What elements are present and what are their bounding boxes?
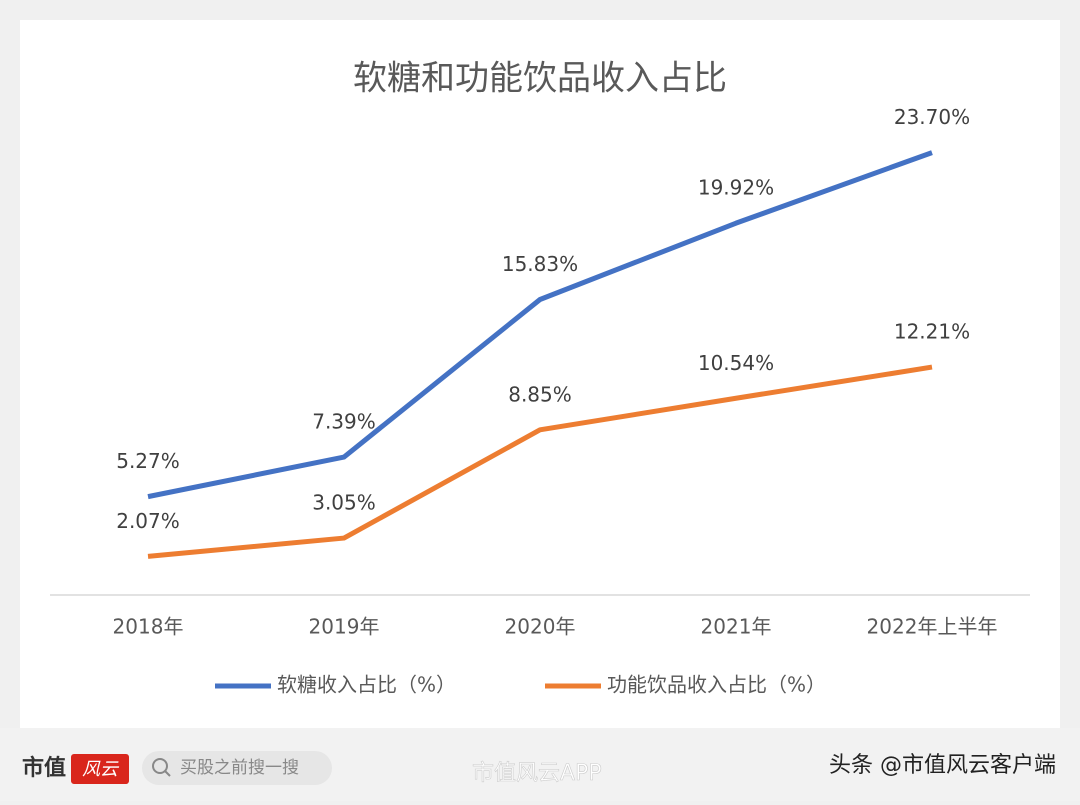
x-tick-label: 2019年 [309,615,380,639]
data-label: 7.39% [312,410,376,434]
search-placeholder: 买股之前搜一搜 [180,758,299,778]
plot: 2018年 2019年 2020年 2021年 2022年上半年 5.27% 7.39% 15… [113,105,998,696]
data-label: 15.83% [502,252,578,276]
legend-label: 软糖收入占比（%） [277,673,456,697]
series-line [147,150,933,500]
search-icon [164,770,171,777]
logo-text: 市值 [22,755,66,781]
x-tick-label: 2021年 [701,615,772,639]
x-tick-label: 2018年 [113,615,184,639]
data-label: 12.21% [894,320,970,344]
data-label: 2.07% [116,509,180,533]
legend-label: 功能饮品收入占比（%） [607,673,826,697]
logo-badge [71,754,129,784]
data-label: 23.70% [894,105,970,129]
logo-badge-text: 风云 [82,759,120,780]
x-tick-label: 2022年上半年 [867,615,998,639]
chart-title: 软糖和功能饮品收入占比 [353,59,727,99]
series-line [147,364,933,559]
search-box[interactable] [142,751,332,785]
data-label: 8.85% [508,382,572,406]
data-label: 5.27% [116,449,180,473]
data-label: 10.54% [698,351,774,375]
watermark: 市值风云APP [472,761,602,786]
data-label: 19.92% [698,176,774,200]
x-tick-label: 2020年 [505,615,576,639]
search-icon [152,758,168,774]
data-label: 3.05% [312,491,376,515]
source: 头条 @市值风云客户端 [829,753,1056,778]
